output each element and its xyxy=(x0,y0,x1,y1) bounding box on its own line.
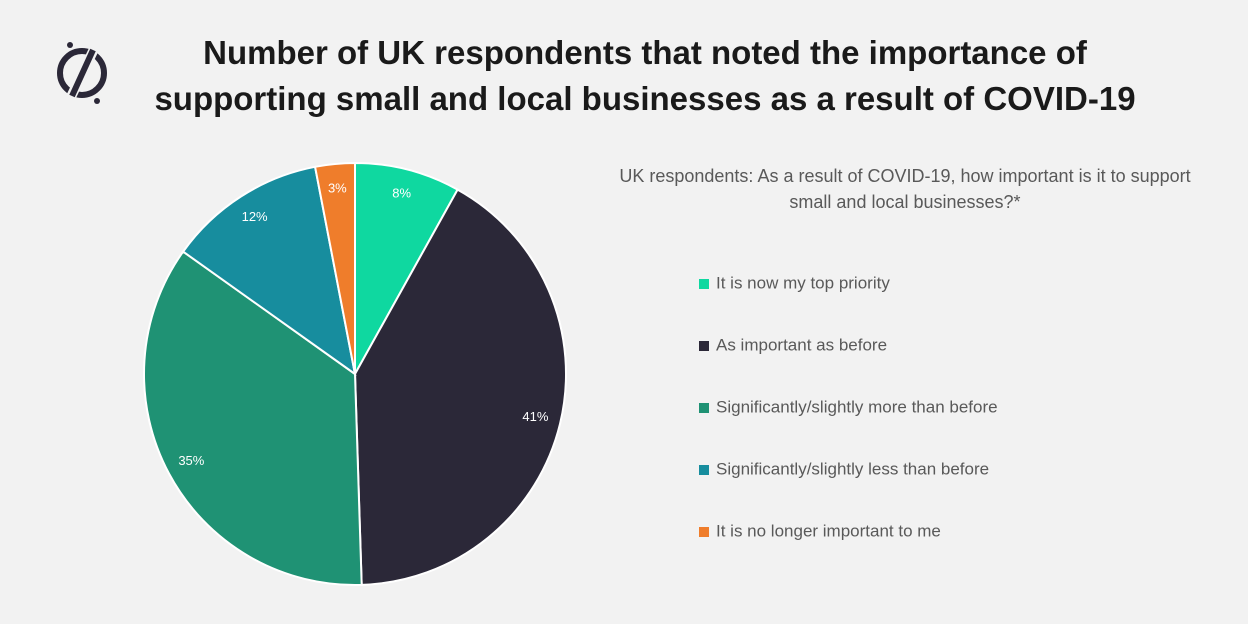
pie-slice xyxy=(143,250,363,586)
data-label: 35% xyxy=(178,453,204,468)
legend-label: It is now my top priority xyxy=(716,273,890,292)
pie-slice xyxy=(181,165,357,377)
legend-swatch xyxy=(699,403,709,413)
data-label: 3% xyxy=(328,181,347,196)
legend-label: It is no longer important to me xyxy=(716,521,941,540)
legend-label: As important as before xyxy=(716,335,887,354)
pie-slice xyxy=(313,161,356,375)
legend-swatch xyxy=(699,527,709,537)
data-label: 41% xyxy=(522,409,548,424)
logo xyxy=(57,42,107,104)
legend-label: Significantly/slightly more than before xyxy=(716,397,998,416)
data-label: 12% xyxy=(242,209,268,224)
legend-title: UK respondents: As a result of COVID-19,… xyxy=(619,166,1191,212)
legend-swatch xyxy=(699,465,709,475)
pie-slice xyxy=(354,161,459,378)
legend-swatch xyxy=(699,341,709,351)
data-label: 8% xyxy=(392,186,411,201)
legend-label: Significantly/slightly less than before xyxy=(716,459,989,478)
pie-slice xyxy=(353,188,567,586)
legend-swatch xyxy=(699,279,709,289)
chart-title: Number of UK respondents that noted the … xyxy=(154,34,1136,117)
